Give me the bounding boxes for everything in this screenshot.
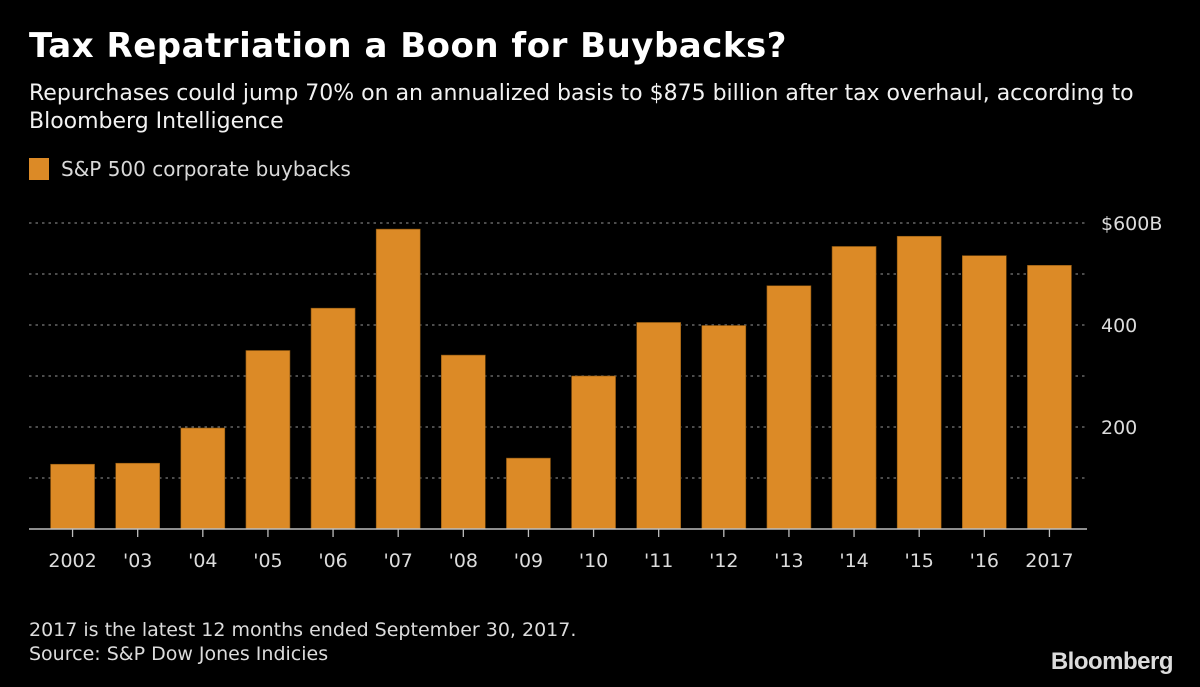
x-tick-label: '04 — [188, 550, 217, 572]
bar — [896, 235, 942, 530]
x-tick-label: '03 — [123, 550, 152, 572]
x-tick-label: '05 — [253, 550, 282, 572]
bar — [441, 354, 486, 530]
bars — [50, 228, 1072, 530]
bar — [636, 322, 681, 530]
bar — [50, 463, 95, 530]
bar — [115, 462, 160, 530]
bar — [180, 427, 226, 530]
legend-swatch — [29, 158, 49, 180]
x-tick-label: 2002 — [48, 550, 96, 572]
x-tick-labels: 2002 '03 '04 '05 '06 '07 '08 '09 '10 '11 '12 '13 '14… — [48, 550, 1073, 572]
x-tick-label: '14 — [839, 550, 868, 572]
bar — [962, 255, 1007, 530]
bar — [701, 325, 747, 530]
footnote: 2017 is the latest 12 months ended Septe… — [29, 618, 576, 666]
x-tick-label: '12 — [709, 550, 738, 572]
legend: S&P 500 corporate buybacks — [29, 157, 351, 181]
y-tick-labels: $600B 400 200 — [1101, 213, 1162, 439]
footnote-source: Source: S&P Dow Jones Indicies — [29, 643, 329, 665]
x-tick-label: 2017 — [1025, 550, 1073, 572]
bar — [831, 246, 877, 530]
bloomberg-logo: Bloomberg — [1050, 648, 1174, 675]
x-tick-label: '16 — [970, 550, 999, 572]
x-tick-label: '10 — [579, 550, 608, 572]
y-tick-label: 400 — [1101, 315, 1137, 337]
bar — [506, 457, 551, 530]
legend-label: S&P 500 corporate buybacks — [61, 157, 351, 181]
x-tick-label: '13 — [774, 550, 803, 572]
chart-title: Tax Repatriation a Boon for Buybacks? — [29, 26, 787, 66]
x-tick-label: '07 — [383, 550, 412, 572]
footnote-note: 2017 is the latest 12 months ended Septe… — [29, 619, 577, 641]
bar — [245, 350, 291, 530]
bar — [571, 375, 616, 530]
x-tick-label: '06 — [318, 550, 347, 572]
chart-subtitle: Repurchases could jump 70% on an annuali… — [29, 81, 1134, 134]
bar — [1027, 265, 1072, 530]
y-tick-label: $600B — [1101, 213, 1162, 235]
x-tick-label: '09 — [514, 550, 543, 572]
x-axis — [29, 528, 1087, 537]
x-tick-label: '08 — [449, 550, 478, 572]
bar — [310, 307, 356, 530]
bar — [375, 228, 421, 530]
bar — [766, 285, 812, 530]
y-tick-label: 200 — [1101, 417, 1137, 439]
x-tick-label: '11 — [644, 550, 673, 572]
x-tick-label: '15 — [904, 550, 933, 572]
